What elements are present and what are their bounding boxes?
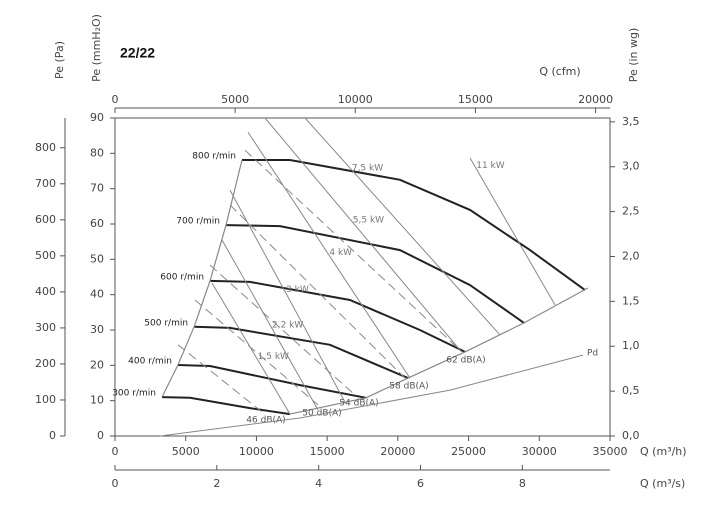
- y-axis-title: Pe (mmH₂O): [90, 14, 103, 82]
- x-tick-label: 15000: [310, 445, 345, 458]
- curve: [159, 354, 584, 437]
- x-tick-label: 0: [112, 445, 119, 458]
- curve: [264, 117, 461, 351]
- x3-tick-label: 4: [315, 477, 322, 490]
- y-tick-label: 60: [90, 217, 104, 230]
- curve: [244, 149, 463, 353]
- x-tick-label: 20000: [380, 445, 415, 458]
- noise-label: 46 dB(A): [246, 415, 285, 425]
- speed-label: 400 r/min: [128, 356, 172, 366]
- power-label: 5,5 kW: [353, 216, 384, 226]
- power-label: 11 kW: [476, 161, 505, 171]
- x2-tick-label: 0: [112, 93, 119, 106]
- curve: [177, 344, 263, 413]
- speed-label: 500 r/min: [144, 318, 188, 328]
- x-tick-label: 10000: [239, 445, 274, 458]
- y-tick-label: 20: [90, 358, 104, 371]
- y3-tick-label: 100: [35, 393, 56, 406]
- curve: [209, 279, 466, 353]
- y3-tick-label: 600: [35, 213, 56, 226]
- speed-label: 800 r/min: [192, 152, 236, 162]
- curve: [304, 117, 501, 336]
- y-tick-label: 70: [90, 182, 104, 195]
- curve: [247, 131, 411, 379]
- y3-tick-label: 0: [49, 429, 56, 442]
- power-label: 3 kW: [286, 285, 309, 295]
- plot-frame: [114, 117, 611, 437]
- y3-axis-title: Pe (Pa): [53, 41, 66, 79]
- x-tick-label: 35000: [593, 445, 628, 458]
- x3-axis-title: Q (m³/s): [640, 477, 685, 490]
- y-tick-label: 10: [90, 394, 104, 407]
- y2-axis-title: Pe (in wg): [627, 28, 640, 83]
- curve: [221, 239, 319, 411]
- y3-tick-label: 800: [35, 141, 56, 154]
- x3-tick-label: 6: [417, 477, 424, 490]
- pd-label: Pd: [587, 349, 598, 359]
- y-tick-label: 80: [90, 146, 104, 159]
- x-tick-label: 5000: [172, 445, 200, 458]
- speed-label: 300 r/min: [112, 389, 156, 399]
- x-tick-label: 25000: [451, 445, 486, 458]
- chart-title: 22/22: [120, 45, 155, 61]
- x3-tick-label: 0: [112, 477, 119, 490]
- power-label: 4 kW: [329, 248, 352, 258]
- x2-tick-label: 5000: [221, 93, 249, 106]
- y2-tick-label: 3,0: [622, 160, 640, 173]
- x3-tick-label: 2: [213, 477, 220, 490]
- curve: [194, 299, 319, 406]
- x2-tick-label: 20000: [578, 93, 613, 106]
- noise-label: 54 dB(A): [339, 399, 378, 409]
- y-tick-label: 90: [90, 111, 104, 124]
- x-axis-title: Q (m³/h): [640, 445, 687, 458]
- curve: [289, 287, 589, 415]
- curve: [469, 157, 556, 306]
- x3-tick-label: 8: [519, 477, 526, 490]
- curve: [194, 325, 409, 380]
- curve: [225, 224, 525, 324]
- curve: [161, 159, 243, 398]
- power-label: 1,5 kW: [258, 352, 289, 362]
- y3-tick-label: 700: [35, 177, 56, 190]
- curve: [229, 189, 346, 403]
- y3-tick-label: 400: [35, 285, 56, 298]
- y2-tick-label: 2,5: [622, 205, 640, 218]
- speed-label: 700 r/min: [176, 217, 220, 227]
- y3-tick-label: 300: [35, 321, 56, 334]
- y2-tick-label: 2,0: [622, 249, 640, 262]
- curve: [242, 159, 586, 291]
- y2-tick-label: 0,0: [622, 429, 640, 442]
- curve: [161, 396, 291, 416]
- y2-tick-label: 1,5: [622, 294, 640, 307]
- x2-axis-title: Q (cfm): [539, 65, 580, 78]
- y-tick-label: 0: [97, 429, 104, 442]
- y2-tick-label: 3,5: [622, 115, 640, 128]
- curve: [209, 264, 356, 396]
- speed-label: 600 r/min: [160, 272, 204, 282]
- y2-tick-label: 0,5: [622, 384, 640, 397]
- power-label: 7,5 kW: [352, 163, 383, 173]
- noise-label: 58 dB(A): [389, 382, 428, 392]
- y-tick-label: 30: [90, 323, 104, 336]
- power-label: 2,2 kW: [272, 320, 303, 330]
- y-tick-label: 50: [90, 252, 104, 265]
- noise-label: 62 dB(A): [446, 355, 485, 365]
- y2-tick-label: 1,0: [622, 339, 640, 352]
- x2-tick-label: 10000: [338, 93, 373, 106]
- x2-tick-label: 15000: [458, 93, 493, 106]
- x-tick-label: 30000: [522, 445, 557, 458]
- curve: [177, 364, 367, 399]
- y3-tick-label: 500: [35, 249, 56, 262]
- curve: [211, 282, 291, 415]
- y-tick-label: 40: [90, 288, 104, 301]
- y3-tick-label: 200: [35, 357, 56, 370]
